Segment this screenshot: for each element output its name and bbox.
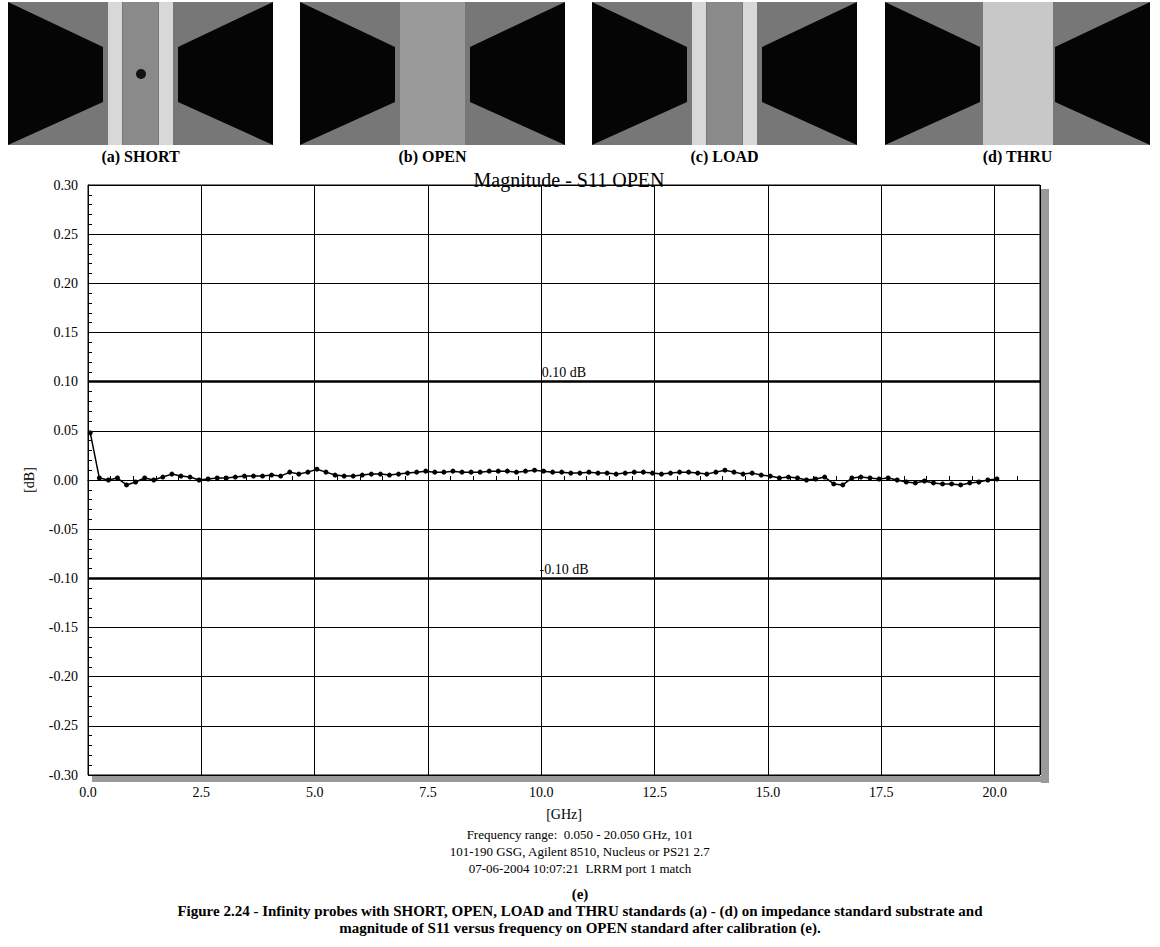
svg-text:[GHz]: [GHz]	[546, 807, 582, 822]
svg-text:-0.05: -0.05	[49, 522, 78, 537]
html-text:(c) LOAD: (c) LOAD	[690, 148, 759, 165]
html-text:(e): (e)	[571, 886, 589, 902]
svg-text:-0.20: -0.20	[49, 669, 78, 684]
html-text:(b) OPEN: (b) OPEN	[398, 148, 467, 165]
svg-text:12.5: 12.5	[642, 785, 667, 800]
svg-text:0.20: 0.20	[54, 276, 79, 291]
svg-text:-0.15: -0.15	[49, 620, 78, 635]
svg-text:Frequency range: 0.050 - 20.0: Frequency range: 0.050 - 20.050 GHz, 101	[467, 827, 694, 842]
svg-text:-0.25: -0.25	[49, 718, 78, 733]
svg-text:-0.10: -0.10	[49, 571, 78, 586]
svg-text:-0.30: -0.30	[49, 768, 78, 783]
svg-text:0.05: 0.05	[54, 423, 79, 438]
svg-text:2.5: 2.5	[193, 785, 211, 800]
svg-text:0.0: 0.0	[79, 785, 97, 800]
svg-text:20.0: 20.0	[982, 785, 1007, 800]
svg-text:5.0: 5.0	[306, 785, 324, 800]
svg-text:10.0: 10.0	[529, 785, 554, 800]
svg-text:15.0: 15.0	[756, 785, 781, 800]
svg-text:101-190 GSG, Agilent 8510, Nuc: 101-190 GSG, Agilent 8510, Nucleus or PS…	[450, 844, 710, 859]
svg-text:0.10 dB: 0.10 dB	[542, 365, 586, 380]
svg-text:7.5: 7.5	[419, 785, 437, 800]
svg-text:-0.10 dB: -0.10 dB	[540, 562, 589, 577]
svg-text:Magnitude - S11 OPEN: Magnitude - S11 OPEN	[474, 169, 665, 192]
svg-text:[dB]: [dB]	[22, 467, 37, 493]
svg-text:0.30: 0.30	[54, 178, 79, 193]
svg-text:07-06-2004 10:07:21 LRRM port: 07-06-2004 10:07:21 LRRM port 1 match	[469, 861, 692, 876]
svg-text:0.25: 0.25	[54, 227, 79, 242]
svg-text:0.00: 0.00	[54, 473, 79, 488]
svg-text:0.15: 0.15	[54, 325, 79, 340]
svg-text:0.10: 0.10	[54, 374, 79, 389]
html-text:Figure 2.24 - Infinity probes: Figure 2.24 - Infinity probes with SHORT…	[177, 903, 983, 936]
html-text:(d) THRU: (d) THRU	[982, 148, 1053, 165]
svg-text:17.5: 17.5	[869, 785, 894, 800]
html-text:(a) SHORT: (a) SHORT	[101, 148, 180, 165]
